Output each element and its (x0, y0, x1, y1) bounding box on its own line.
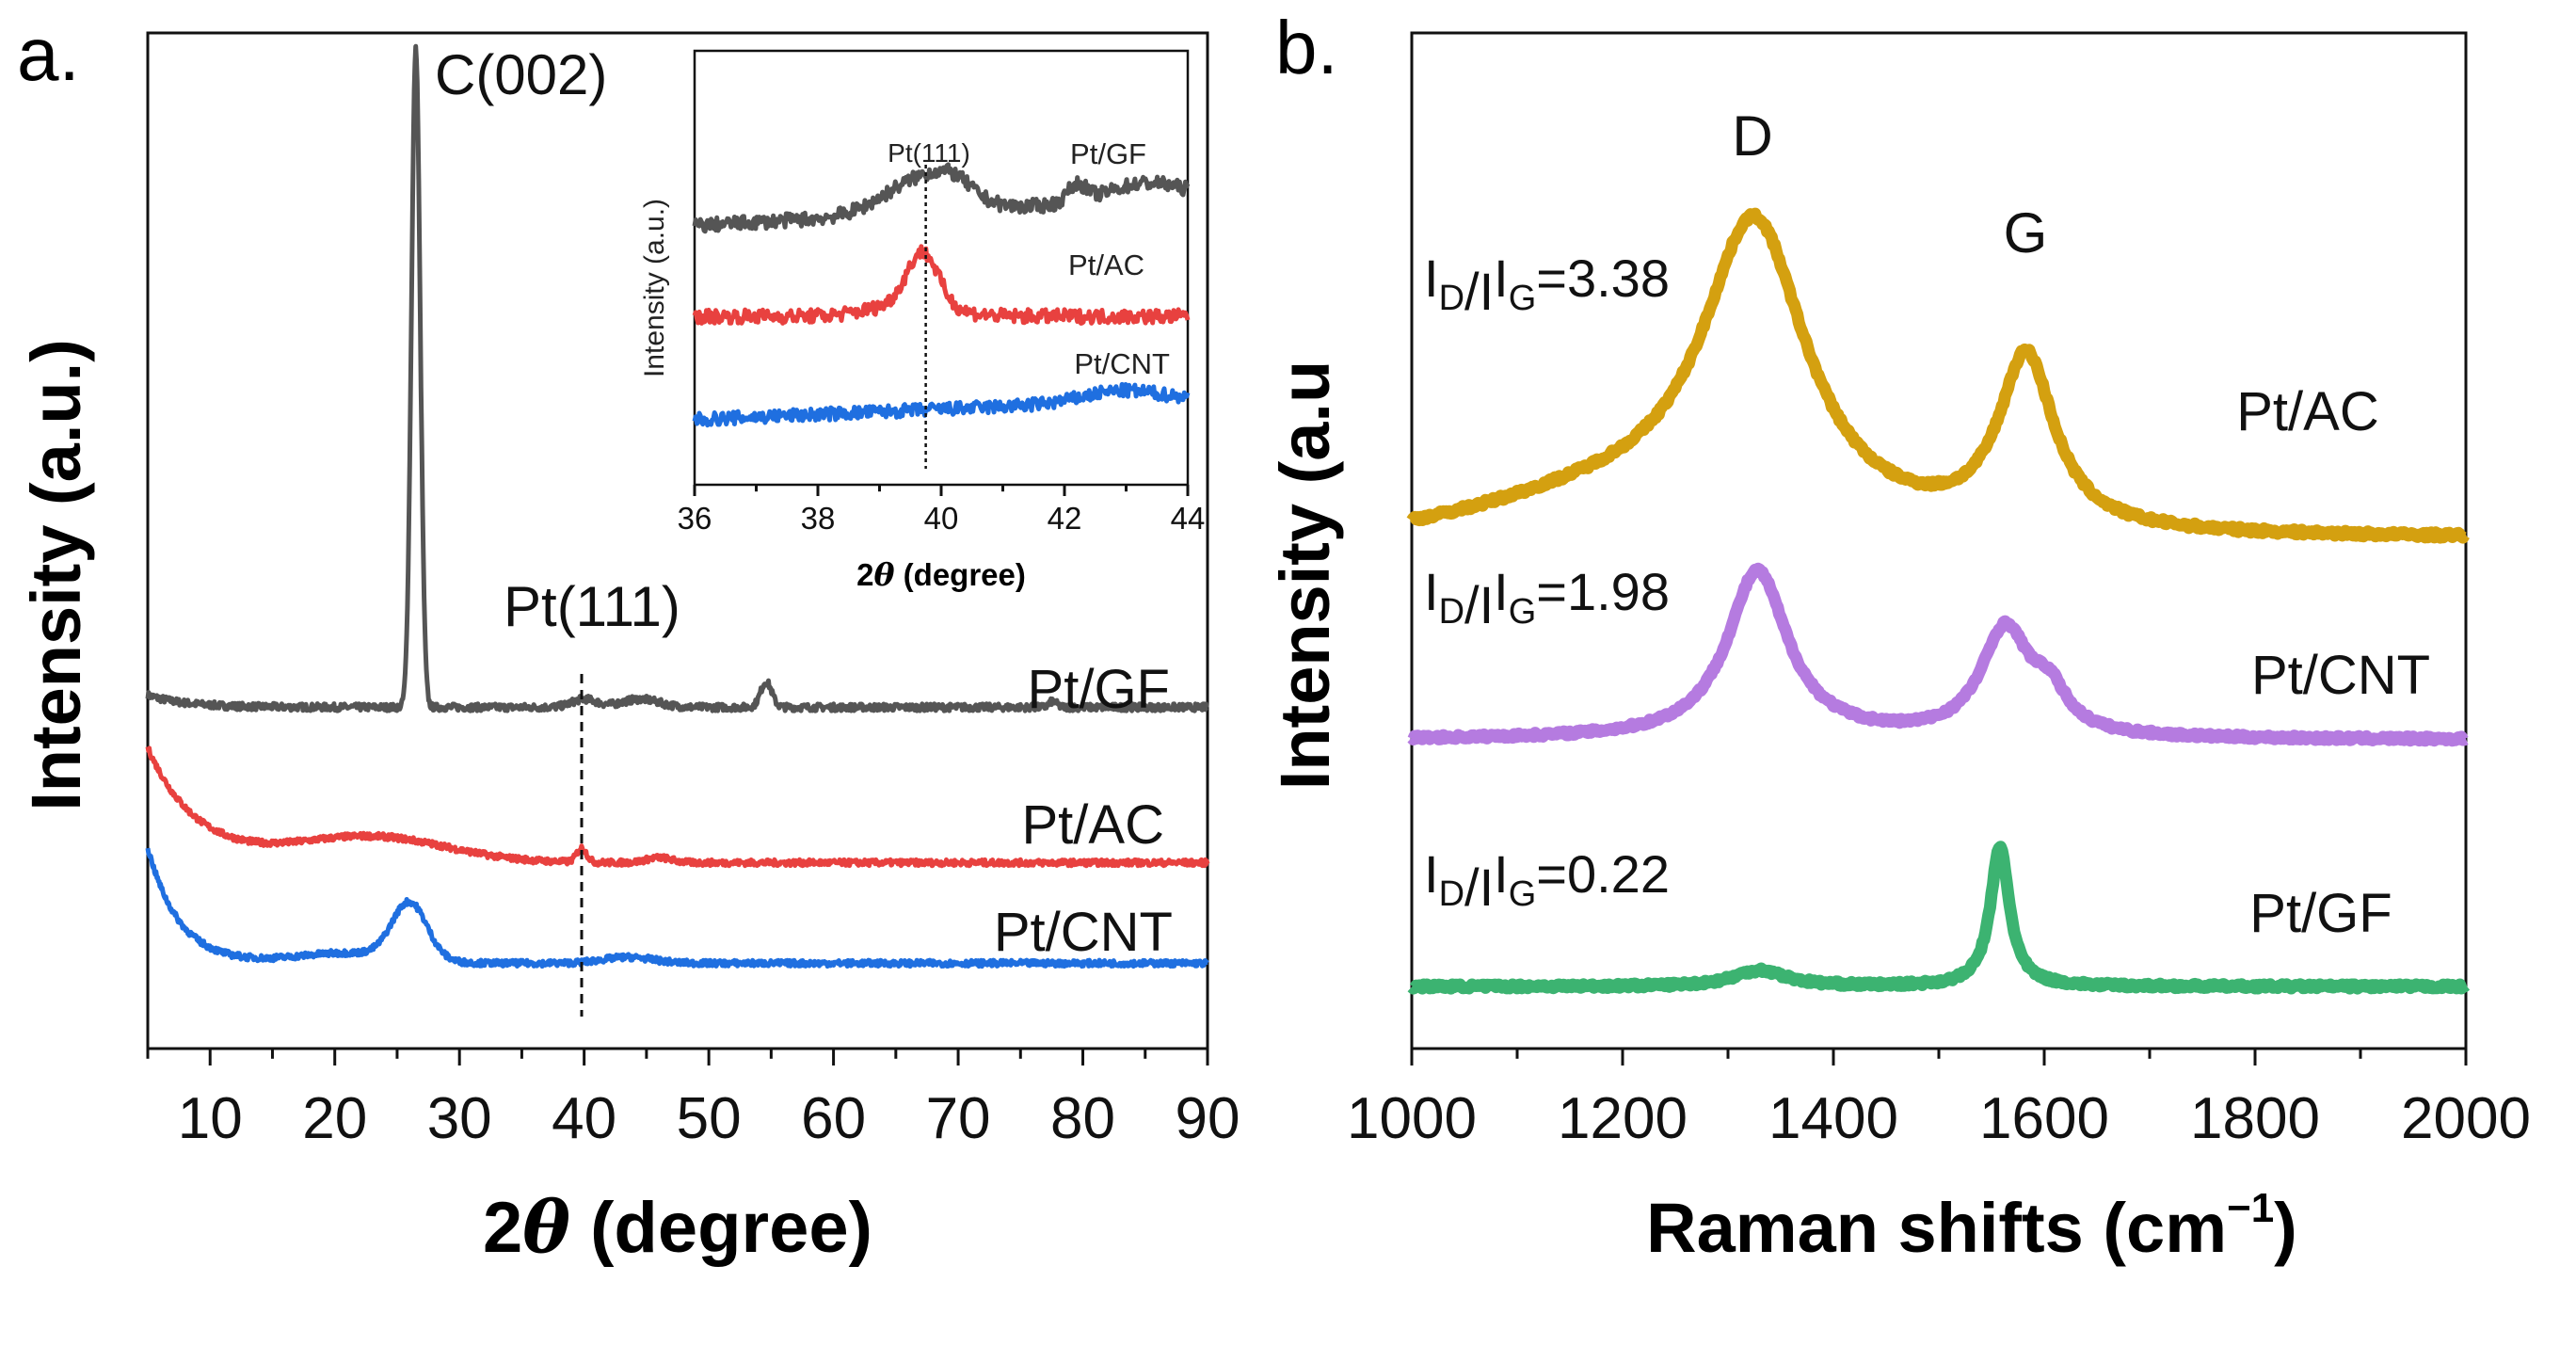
inset-x-tick-label: 40 (924, 501, 959, 536)
panel-b-x-tick-label: 1200 (1558, 1086, 1688, 1151)
inset-x-ticks: 36 38 40 42 44 (678, 485, 1206, 536)
panel-a-x-axis-label: 2θ (degree) (483, 1185, 872, 1269)
inset-x-tick-label: 44 (1171, 501, 1206, 536)
panel-b-x-tick-label: 1600 (1979, 1086, 2109, 1151)
c002-annotation: C(002) (435, 43, 607, 106)
xrd-curve-pt-ac (145, 745, 1210, 869)
panel-a-x-tick-label: 10 (178, 1086, 243, 1151)
panel-a-x-tick-label: 40 (552, 1086, 616, 1151)
inset-plot: 36 38 40 42 44 Pt(111) Pt/GF Pt/AC Pt/CNT In… (639, 49, 1206, 593)
panel-a-label: a. (17, 12, 80, 96)
panel-a-x-tick-label: 70 (926, 1086, 991, 1151)
panel-b-x-ticks: 1000 1200 1400 1600 1800 2000 (1347, 1049, 2531, 1151)
raman-curve-pt-ac (1406, 207, 2471, 544)
panel-b-x-tick-label: 1000 (1347, 1086, 1477, 1151)
xrd-curve-pt-cnt (145, 847, 1209, 969)
raman-curve-pt-gf (1407, 841, 2471, 995)
panel-a-x-tick-label: 90 (1176, 1086, 1240, 1151)
d-band-annotation: D (1732, 104, 1772, 168)
raman-label-pt-ac: Pt/AC (2236, 381, 2379, 442)
pt111-annotation: Pt(111) (504, 575, 680, 638)
panel-a-x-tick-label: 60 (801, 1086, 866, 1151)
inset-pt111-annotation: Pt(111) (888, 138, 970, 168)
panel-a-y-axis-label: Intensity (a.u.) (17, 339, 95, 811)
panel-a-curves (145, 43, 1210, 969)
inset-x-tick-label: 36 (678, 501, 712, 536)
panel-b-label: b. (1275, 6, 1338, 89)
panel-a-x-tick-label: 20 (302, 1086, 367, 1151)
panel-a-xrd: a. 10 20 30 40 50 60 70 80 90 C(002) Pt(111) Pt/… (17, 12, 1240, 1269)
raman-curve-pt-cnt (1407, 562, 2471, 747)
inset-curve-pt-gf (692, 162, 1191, 234)
series-label-pt-ac: Pt/AC (1022, 794, 1165, 856)
panel-a-x-tick-label: 80 (1050, 1086, 1115, 1151)
panel-a-x-tick-label: 30 (427, 1086, 492, 1151)
panel-a-x-tick-label: 50 (677, 1086, 742, 1151)
panel-b-x-tick-label: 1800 (2190, 1086, 2320, 1151)
series-label-pt-gf: Pt/GF (1028, 659, 1170, 720)
inset-x-tick-label: 42 (1048, 501, 1082, 536)
panel-b-curves (1406, 207, 2471, 995)
inset-y-axis-label: Intensity (a.u.) (639, 199, 670, 377)
id-ig-ratio-label: ID/IIG=3.38 (1424, 248, 1670, 321)
inset-curves (692, 162, 1191, 428)
inset-label-pt-cnt: Pt/CNT (1074, 347, 1170, 380)
inset-label-pt-gf: Pt/GF (1070, 137, 1146, 170)
panel-b-x-tick-label: 1400 (1768, 1086, 1898, 1151)
panel-b-raman: b. 1000 1200 1400 1600 1800 2000 D G Pt/AC Pt… (1266, 6, 2531, 1267)
panel-b-x-tick-label: 2000 (2401, 1086, 2531, 1151)
panel-b-x-axis-label: Raman shifts (cm−1) (1646, 1185, 2297, 1267)
inset-x-axis-label: 2θ (degree) (856, 556, 1026, 593)
inset-curve-pt-ac (692, 244, 1191, 326)
inset-label-pt-ac: Pt/AC (1068, 248, 1144, 281)
panel-a-x-ticks: 10 20 30 40 50 60 70 80 90 (146, 1049, 1240, 1151)
raman-label-pt-gf: Pt/GF (2249, 883, 2392, 944)
series-label-pt-cnt: Pt/CNT (994, 902, 1173, 963)
id-ig-ratio-label: ID/IIG=0.22 (1424, 844, 1670, 917)
inset-x-tick-label: 38 (801, 501, 836, 536)
panel-b-y-axis-label: Intensity (a.u (1266, 361, 1344, 790)
raman-label-pt-cnt: Pt/CNT (2251, 645, 2430, 706)
panel-a-axes-frame (146, 31, 1209, 1050)
inset-curve-pt-cnt (692, 381, 1191, 428)
g-band-annotation: G (2004, 201, 2048, 264)
xrd-curve-pt-gf (145, 43, 1209, 713)
id-ig-ratio-label: ID/IIG=1.98 (1424, 562, 1670, 634)
